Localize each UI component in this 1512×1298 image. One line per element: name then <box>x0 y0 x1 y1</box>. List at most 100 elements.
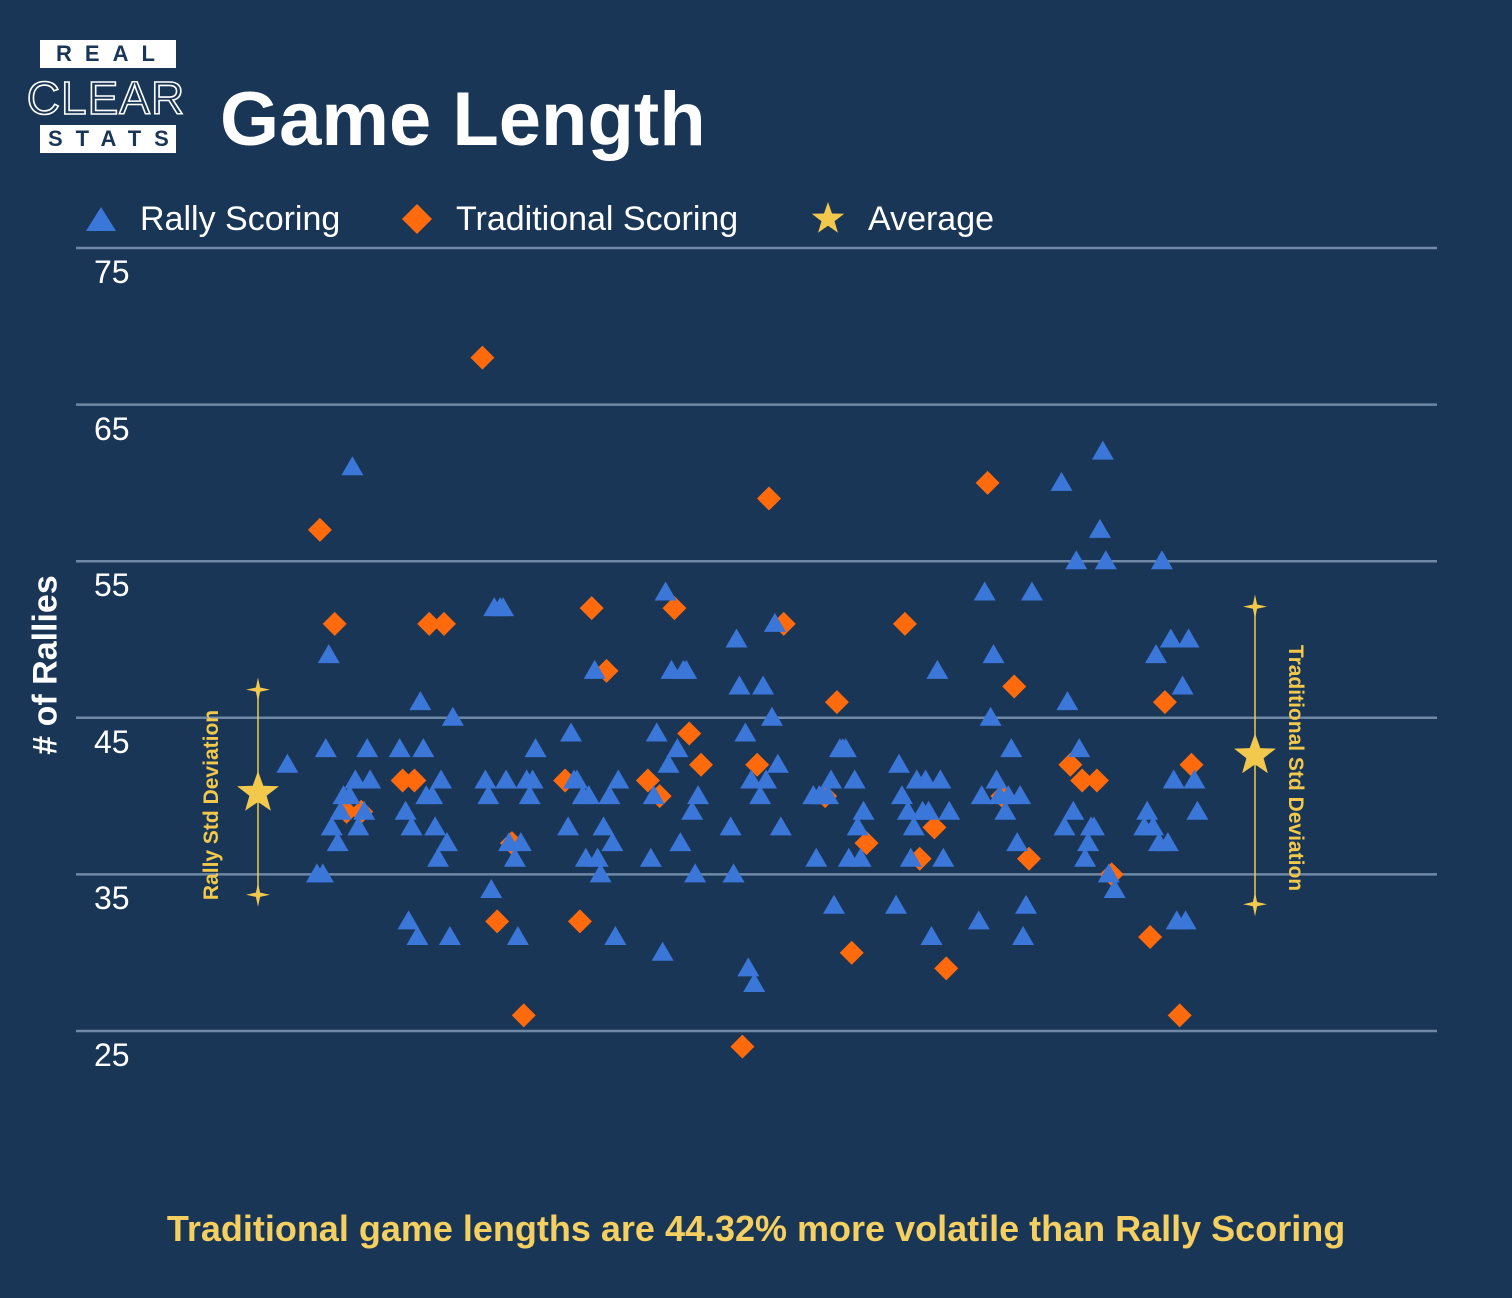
rally-point <box>752 675 775 695</box>
rally-point <box>743 973 766 993</box>
rally-point <box>406 926 429 946</box>
rally-point <box>1074 847 1097 867</box>
rally-point <box>598 785 621 805</box>
legend-item-rally: Rally Scoring <box>84 196 340 242</box>
traditional-std-high-marker <box>1243 594 1267 619</box>
traditional-point <box>756 486 781 511</box>
rally-point <box>899 847 922 867</box>
rally-point <box>763 612 786 632</box>
triangle-icon <box>86 207 116 231</box>
rally-point <box>314 738 337 758</box>
rally-point <box>1136 800 1159 820</box>
rally-point <box>938 800 961 820</box>
rally-point <box>967 910 990 930</box>
rally-point <box>474 769 497 789</box>
rally-point <box>760 706 783 726</box>
rally-point <box>970 785 993 805</box>
traditional-point <box>402 768 427 793</box>
rally-std-high-marker <box>246 677 270 702</box>
legend-label-traditional: Traditional Scoring <box>456 199 739 238</box>
rally-point <box>920 926 943 946</box>
rally-point <box>1150 550 1173 570</box>
traditional-point <box>1070 768 1095 793</box>
rally-point <box>400 816 423 836</box>
rally-point <box>601 832 624 852</box>
brand-logo-bottom: STATS <box>40 125 176 153</box>
rally-point <box>896 800 919 820</box>
rally-point <box>1053 816 1076 836</box>
rally-average-star <box>237 771 279 811</box>
rally-point <box>1065 550 1088 570</box>
rally-point <box>657 753 680 773</box>
rally-point <box>1020 581 1043 601</box>
rally-point <box>359 769 382 789</box>
rally-point <box>926 659 949 679</box>
rally-point <box>1183 769 1206 789</box>
chart-title: Game Length <box>220 77 706 162</box>
traditional-point <box>839 940 864 965</box>
legend-label-rally: Rally Scoring <box>140 199 341 238</box>
y-tick-35: 35 <box>94 880 130 916</box>
rally-point <box>509 832 532 852</box>
traditional-point <box>975 470 1000 495</box>
star-icon <box>811 202 845 233</box>
rally-point <box>1103 879 1126 899</box>
rally-point <box>1082 816 1105 836</box>
rally-point <box>645 722 668 742</box>
traditional-point <box>431 611 456 636</box>
rally-point <box>1000 738 1023 758</box>
rally-point <box>506 926 529 946</box>
rally-point <box>675 659 698 679</box>
rally-point <box>973 581 996 601</box>
rally-point <box>1094 550 1117 570</box>
rally-point <box>441 706 464 726</box>
svg-text:CLEAR: CLEAR <box>27 72 185 124</box>
rally-point <box>979 706 1002 726</box>
rally-point <box>849 847 872 867</box>
rally-point <box>719 816 742 836</box>
rally-point <box>681 800 704 820</box>
traditional-point <box>1179 752 1204 777</box>
rally-point <box>438 926 461 946</box>
rally-point <box>820 769 843 789</box>
rally-point <box>843 769 866 789</box>
rally-point <box>666 738 689 758</box>
rally-point <box>341 456 364 476</box>
rally-point <box>521 769 544 789</box>
brand-logo: REAL CLEAR STATS <box>26 40 185 154</box>
traditional-point <box>470 345 495 370</box>
rally-point <box>560 722 583 742</box>
rally-point <box>1062 800 1085 820</box>
legend-item-average: Average <box>810 196 994 242</box>
traditional-point <box>417 611 442 636</box>
rally-point <box>394 800 417 820</box>
rally-point <box>607 769 630 789</box>
rally-point <box>565 769 588 789</box>
traditional-point <box>824 690 849 715</box>
rally-std-deviation-label: Rally Std Deviation <box>200 709 223 901</box>
rally-point <box>427 847 450 867</box>
traditional-point <box>511 1003 536 1028</box>
rally-point <box>344 769 367 789</box>
rally-point <box>669 832 692 852</box>
rally-point <box>822 894 845 914</box>
rally-point <box>917 800 940 820</box>
y-tick-65: 65 <box>94 411 130 447</box>
traditional-point <box>1016 846 1041 871</box>
rally-point <box>388 738 411 758</box>
rally-point <box>1171 675 1194 695</box>
rally-point <box>412 738 435 758</box>
rally-point <box>435 832 458 852</box>
rally-point <box>589 863 612 883</box>
legend-label-average: Average <box>868 199 995 238</box>
rally-point <box>1088 518 1111 538</box>
y-tick-55: 55 <box>94 567 130 603</box>
traditional-point <box>307 517 332 542</box>
traditional-point <box>1058 752 1083 777</box>
rally-point <box>397 910 420 930</box>
rally-point <box>1012 926 1035 946</box>
rally-point <box>766 753 789 773</box>
footer-note: Traditional game lengths are 44.32% more… <box>166 1208 1346 1249</box>
rally-point <box>421 785 444 805</box>
